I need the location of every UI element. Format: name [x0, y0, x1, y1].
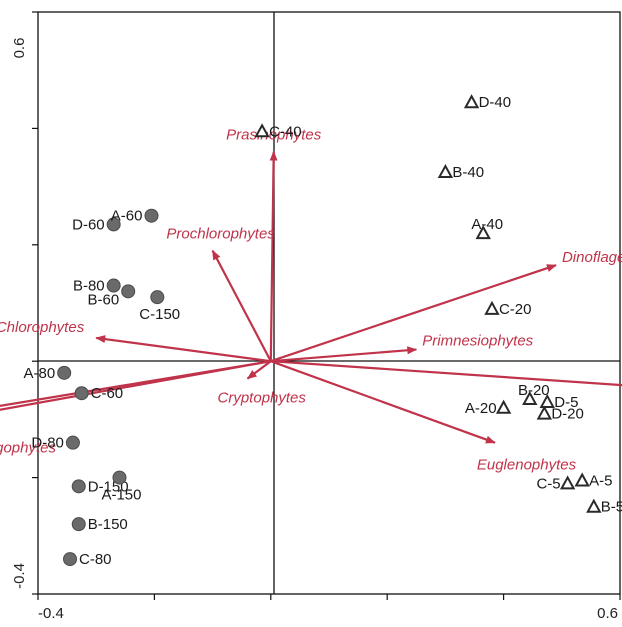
species-vectors: Prasinophytes Prochlorophytes Dinoflagella… [0, 127, 622, 474]
sample-marker-c-5 [559, 475, 576, 490]
sample-label-b-40: B-40 [452, 164, 484, 181]
x-tick-label-max: 0.6 [597, 605, 618, 622]
sample-marker-a-150 [112, 470, 127, 485]
sample-label-b-150: B-150 [88, 516, 128, 533]
deep-samples: D-60A-60B-80B-60C-150A-80C-60D-80D-150A-… [24, 208, 181, 568]
sample-label-c-20: C-20 [499, 301, 532, 318]
sample-marker-d-80 [65, 435, 80, 450]
sample-marker-c-150 [150, 290, 165, 305]
sample-label-a-80: A-80 [24, 365, 56, 382]
vector-arrow-synechococcus [270, 360, 622, 387]
sample-marker-b-5 [586, 498, 602, 513]
sample-marker-a-80 [57, 365, 72, 380]
sample-label-a-40: A-40 [471, 216, 503, 233]
vector-arrow-cryptophytes [246, 360, 272, 380]
y-tick-label-max: 0.6 [11, 38, 28, 59]
sample-label-d-40: D-40 [479, 94, 512, 111]
vector-arrow-pelagophytes [0, 360, 271, 408]
sample-marker-d-5 [539, 393, 555, 408]
sample-label-b-80: B-80 [73, 278, 105, 295]
sample-marker-b-150 [71, 517, 86, 532]
sample-marker-c-80 [63, 552, 78, 567]
vector-arrow-euglenophytes [270, 360, 496, 444]
sample-label-d-20: D-20 [551, 406, 584, 423]
sample-marker-b-40 [437, 163, 454, 179]
vector-label-primnesiophytes: Primnesiophytes [422, 333, 533, 350]
vector-label-chlorophytes: Chlorophytes [0, 319, 85, 336]
plot-frame [37, 11, 621, 595]
sample-label-a-5: A-5 [589, 473, 612, 490]
sample-label-c-5: C-5 [536, 475, 560, 492]
sample-label-c-60: C-60 [91, 385, 124, 402]
y-tick-label-min: -0.4 [11, 563, 28, 589]
sample-marker-a-5 [574, 472, 590, 487]
sample-marker-d-40 [463, 94, 480, 109]
shallow-samples: D-40 C-40 B-40 A-40 C-20 B-20D-5D-20 A-20 C-5 A-… [254, 94, 622, 516]
vector-arrow-dinoflagellates [270, 264, 557, 363]
sample-label-c-40: C-40 [269, 123, 302, 140]
vector-arrow-primnesiophytes [270, 346, 418, 363]
axis-ticks [32, 11, 621, 600]
sample-label-a-20: A-20 [465, 400, 497, 417]
sample-label-b-5: B-5 [601, 499, 622, 516]
sample-label-b-20: B-20 [518, 382, 550, 399]
sample-label-c-80: C-80 [79, 551, 112, 568]
vector-label-pelagophytes: Pelagophytes [0, 440, 56, 457]
sample-label-c-150: C-150 [139, 306, 180, 323]
sample-marker-d-20 [536, 405, 553, 420]
sample-marker-c-20 [484, 300, 500, 315]
vector-arrow-chlorophytes [95, 335, 271, 363]
vector-label-dinoflagellates: Dinoflagellates [562, 249, 622, 266]
sample-label-a-150: A-150 [101, 487, 141, 504]
vector-label-euglenophytes: Euglenophytes [477, 457, 577, 474]
vector-label-prochlorophytes: Prochlorophytes [166, 226, 275, 243]
vector-arrow-prochlorophytes [211, 249, 272, 362]
sample-label-d-5: D-5 [554, 394, 578, 411]
vector-label-cryptophytes: Cryptophytes [218, 390, 307, 407]
sample-marker-a-40 [475, 225, 491, 240]
sample-label-b-60: B-60 [88, 291, 120, 308]
sample-marker-b-60 [121, 284, 136, 299]
vector-arrow-prasinophytes [269, 150, 278, 362]
sample-label-d-80: D-80 [31, 435, 64, 452]
sample-marker-c-60 [74, 386, 89, 401]
sample-label-a-60: A-60 [111, 208, 143, 225]
sample-label-d-60: D-60 [72, 216, 105, 233]
sample-marker-a-20 [495, 399, 512, 414]
sample-marker-b-20 [522, 390, 538, 406]
sample-marker-c-40 [254, 123, 270, 138]
sample-marker-d-150 [71, 479, 86, 494]
sample-marker-a-60 [144, 208, 159, 223]
x-tick-label-min: -0.4 [38, 605, 64, 622]
sample-marker-d-60 [106, 217, 121, 232]
sample-marker-b-80 [106, 278, 121, 293]
vector-label-prasinophytes: Prasinophytes [226, 127, 322, 144]
